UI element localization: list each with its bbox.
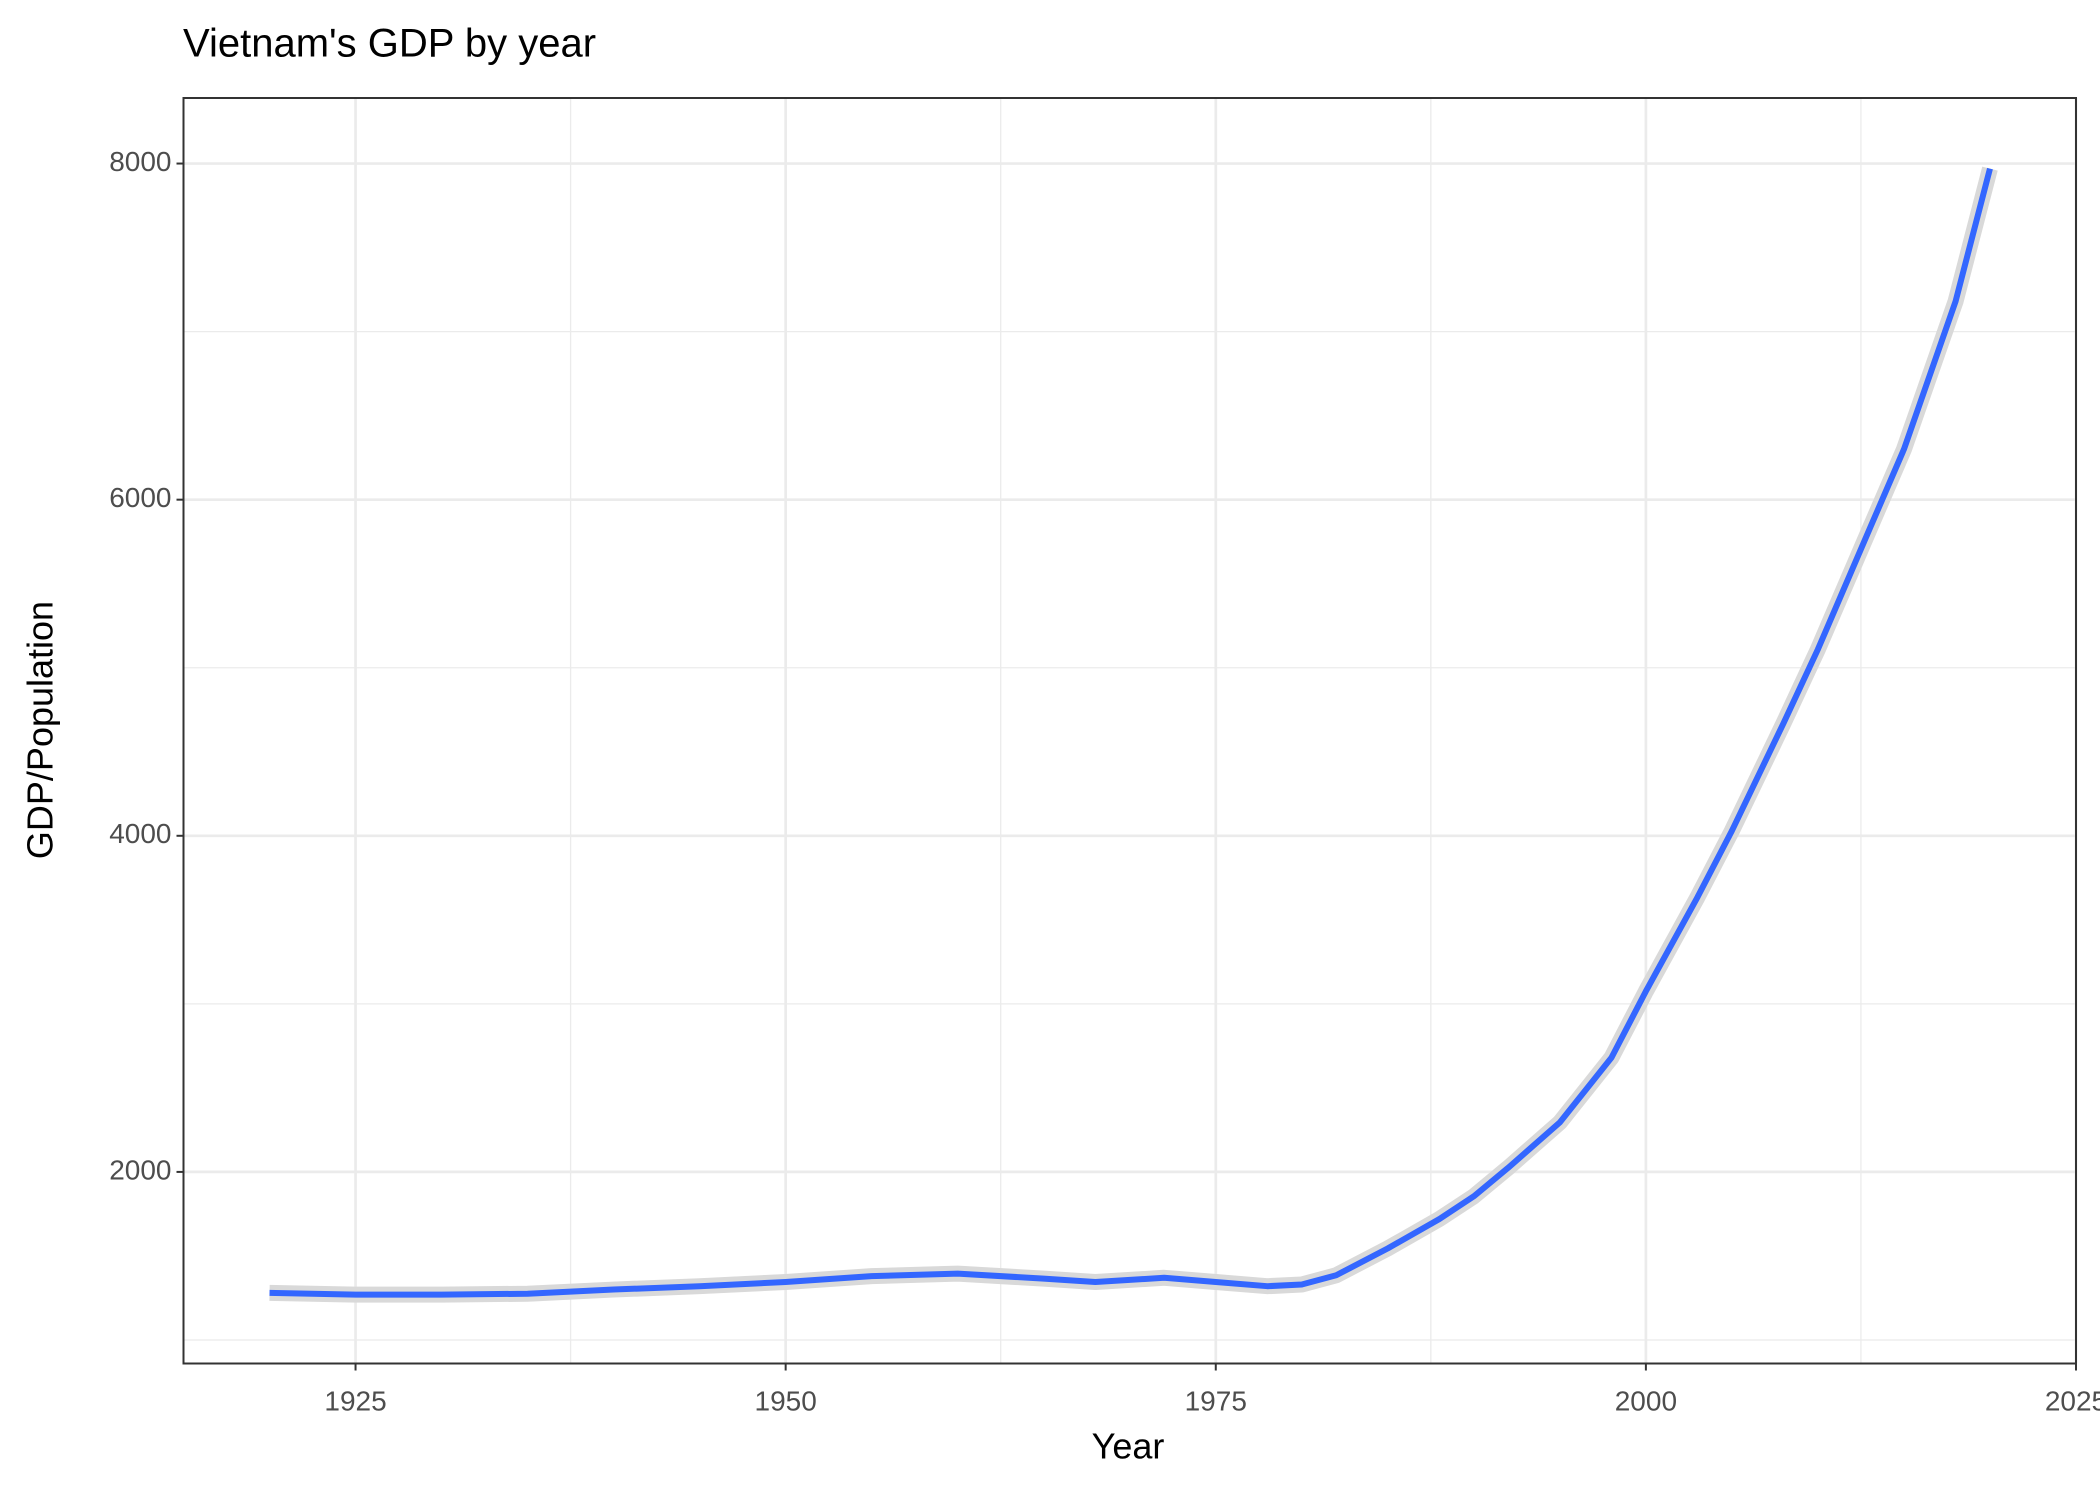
y-tick-label: 2000 <box>109 1154 171 1185</box>
y-tick-label: 6000 <box>109 482 171 513</box>
x-tick-label: 2000 <box>1615 1385 1677 1416</box>
y-axis-title: GDP/Population <box>20 601 61 859</box>
y-tick-label: 4000 <box>109 818 171 849</box>
line <box>269 167 1993 1298</box>
x-tick-label: 1975 <box>1185 1385 1247 1416</box>
y-tick-label: 8000 <box>109 146 171 177</box>
x-tick-label: 2025 <box>2045 1385 2100 1416</box>
chart-title: Vietnam's GDP by year <box>183 22 596 66</box>
x-tick-label: 1950 <box>755 1385 817 1416</box>
panel-border <box>182 97 2077 1365</box>
x-tick-label: 1925 <box>324 1385 386 1416</box>
x-axis-title: Year <box>1092 1426 1165 1467</box>
